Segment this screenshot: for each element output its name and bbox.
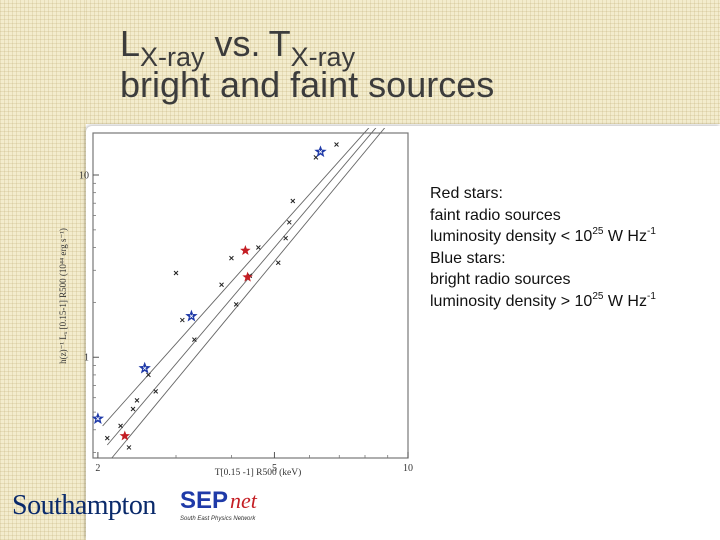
star-shape xyxy=(138,361,151,374)
scatter-chart: 2 5 10 1 10 T[0.15 -1] R500 (keV) h(z)⁻¹ Lₓ … xyxy=(58,128,413,478)
fit-line xyxy=(111,128,386,459)
cross-stroke xyxy=(179,317,185,323)
cross-marker xyxy=(134,398,140,403)
cross-stroke xyxy=(134,398,140,403)
cross-marker xyxy=(179,317,185,323)
x-tick-label: 5 xyxy=(272,463,277,474)
star-shape xyxy=(119,430,131,441)
y-tick-label: 1 xyxy=(84,353,89,364)
cross-stroke xyxy=(146,372,151,378)
blue-star-marker xyxy=(138,361,151,374)
cross-stroke xyxy=(290,198,296,204)
cross-marker xyxy=(130,406,136,412)
red-star-marker xyxy=(240,245,251,255)
decorative-top-strip xyxy=(86,0,720,124)
red-lum-unit: W Hz xyxy=(603,228,647,245)
cross-stroke xyxy=(283,235,289,241)
title-line-2: bright and faint sources xyxy=(120,64,495,106)
cross-marker xyxy=(126,445,132,450)
blue-heading: Blue stars: xyxy=(430,249,506,267)
cross-marker xyxy=(275,260,281,266)
cross-stroke xyxy=(334,142,339,147)
cross-marker xyxy=(104,435,110,441)
star-center-mark xyxy=(142,366,147,371)
star-center-mark xyxy=(189,314,194,318)
blue-lum-unit: W Hz xyxy=(603,292,647,310)
cross-stroke xyxy=(219,282,224,288)
cross-stroke xyxy=(192,337,197,342)
red-heading: Red stars: xyxy=(430,185,503,202)
cross-stroke xyxy=(229,255,234,261)
cross-stroke xyxy=(104,435,110,441)
svg-text:SEP: SEP xyxy=(180,487,228,514)
red-luminosity: luminosity density < 1025 W Hz-1 xyxy=(430,226,715,248)
cross-stroke xyxy=(153,388,159,394)
y-axis-label: h(z)⁻¹ Lₓ [0.15-1] R500 (10⁴⁴ erg s⁻¹) xyxy=(58,228,68,364)
title-subscript-1: X-ray xyxy=(140,42,205,72)
title-T: T xyxy=(268,23,291,64)
star-shape xyxy=(242,271,253,282)
cross-marker xyxy=(256,245,261,250)
cross-stroke xyxy=(130,406,136,412)
star-center-mark xyxy=(96,416,100,421)
blue-star-marker xyxy=(91,412,105,424)
star-shape xyxy=(314,145,327,158)
cross-marker xyxy=(219,282,224,288)
plot-frame xyxy=(92,132,409,459)
decorative-side-strip xyxy=(0,0,86,540)
cross-stroke xyxy=(118,423,123,429)
cross-marker xyxy=(173,270,179,276)
blue-description: bright radio sources xyxy=(430,271,571,288)
blue-star-marker xyxy=(185,309,198,322)
red-star-marker xyxy=(119,430,131,441)
cross-stroke xyxy=(256,245,261,250)
slide-title: LX-ray vs. TX-ray bright and faint sources xyxy=(120,22,494,106)
cross-marker xyxy=(229,255,234,261)
red-lum-exp: 25 xyxy=(592,226,604,237)
cross-marker xyxy=(283,235,289,241)
cross-marker xyxy=(192,337,197,342)
cross-marker xyxy=(146,372,151,378)
cross-marker xyxy=(118,423,123,429)
red-lum-prefix: luminosity density < 10 xyxy=(430,228,593,245)
cross-marker xyxy=(153,388,159,394)
cross-stroke xyxy=(173,270,179,276)
title-subscript-2: X-ray xyxy=(290,42,356,72)
cross-marker xyxy=(286,219,292,225)
data-points xyxy=(91,142,339,450)
title-L: L xyxy=(120,23,141,64)
sepnet-logo: SEP net South East Physics Network xyxy=(180,487,258,522)
x-tick-label: 10 xyxy=(403,463,413,474)
cross-marker xyxy=(334,142,339,147)
star-shape xyxy=(185,309,198,322)
axis-ticks: 2 5 10 1 10 xyxy=(79,170,413,474)
cross-stroke xyxy=(233,302,239,307)
title-vs: vs. xyxy=(214,23,261,64)
blue-lum-exp: 25 xyxy=(592,290,604,302)
title-line-1: LX-ray vs. TX-ray xyxy=(120,22,494,72)
cross-marker xyxy=(290,198,296,204)
star-shape xyxy=(240,245,251,255)
blue-lum-unit-exp: -1 xyxy=(646,290,656,302)
cross-marker xyxy=(233,302,239,307)
cross-stroke xyxy=(275,260,281,266)
svg-text:net: net xyxy=(230,488,258,513)
blue-star-marker xyxy=(314,145,327,158)
red-lum-unit-exp: -1 xyxy=(646,226,656,237)
y-tick-label: 10 xyxy=(79,170,89,181)
fit-line xyxy=(106,128,377,446)
x-axis-label: T[0.15 -1] R500 (keV) xyxy=(215,467,302,478)
x-tick-label: 2 xyxy=(95,463,100,474)
blue-luminosity: luminosity density > 1025 W Hz-1 xyxy=(430,291,715,313)
legend-text: Red stars: faint radio sources luminosit… xyxy=(430,183,715,312)
blue-lum-prefix: luminosity density > 10 xyxy=(430,292,593,310)
star-center-mark xyxy=(318,150,323,154)
cross-stroke xyxy=(126,445,132,450)
red-description: faint radio sources xyxy=(430,206,561,224)
cross-stroke xyxy=(286,219,292,225)
star-shape xyxy=(91,412,105,424)
southampton-logo: Southampton xyxy=(12,490,156,521)
red-star-marker xyxy=(242,271,253,282)
svg-text:South East Physics Network: South East Physics Network xyxy=(180,516,256,522)
